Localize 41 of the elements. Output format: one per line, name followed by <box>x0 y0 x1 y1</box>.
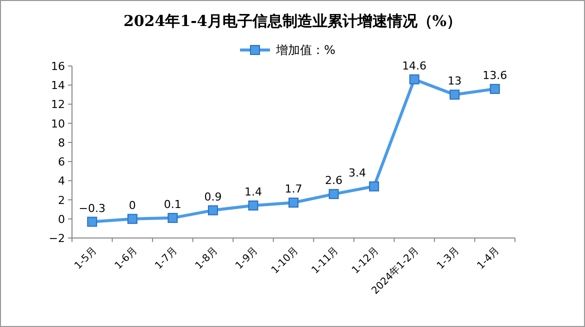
x-tick-label: 1-6月 <box>113 245 140 272</box>
data-label: 3.4 <box>348 166 366 180</box>
data-label: 0.9 <box>204 190 222 204</box>
y-tick-label: 2 <box>58 194 65 207</box>
x-tick-label: 1-7月 <box>153 245 180 272</box>
y-tick-label: 10 <box>51 117 65 130</box>
point <box>127 214 138 224</box>
point <box>450 90 460 100</box>
y-tick-label: 14 <box>51 79 65 92</box>
x-tick-label: 1-5月 <box>72 245 100 272</box>
chart-title: 2024年1-4月电子信息制造业累计增速情况（%） <box>123 12 462 30</box>
y-tick-label: 0 <box>58 212 65 226</box>
y-tick-label: 12 <box>51 98 65 112</box>
point <box>490 84 500 94</box>
y-tick-label: 6 <box>58 156 65 169</box>
data-label: 2.6 <box>325 174 343 188</box>
data-label: 13 <box>448 74 462 88</box>
y-tick-label: 4 <box>58 174 65 188</box>
y-tick-label: 8 <box>58 136 65 150</box>
x-tick-label: 1-3月 <box>435 245 462 272</box>
x-tick-label: 1-4月 <box>476 245 502 272</box>
point <box>208 205 218 216</box>
y-tick-label: 16 <box>51 60 65 73</box>
data-label: 1.7 <box>284 182 302 196</box>
x-tick-label: 1-9月 <box>234 245 260 272</box>
data-label: 0.1 <box>164 198 182 211</box>
point <box>328 189 339 200</box>
data-label: −0.3 <box>78 202 106 215</box>
data-label: 14.6 <box>402 59 427 72</box>
point <box>369 181 380 192</box>
point <box>288 198 298 208</box>
legend-label: 增加值：% <box>275 43 336 57</box>
y-tick-label: −2 <box>48 232 65 245</box>
data-label: 0 <box>128 198 136 212</box>
data-label: 13.6 <box>482 68 508 82</box>
x-tick-label: 1-8月 <box>194 245 220 272</box>
point <box>87 216 98 227</box>
point <box>248 200 258 211</box>
point <box>168 212 178 223</box>
point <box>409 74 420 84</box>
data-label: 1.4 <box>244 186 262 199</box>
